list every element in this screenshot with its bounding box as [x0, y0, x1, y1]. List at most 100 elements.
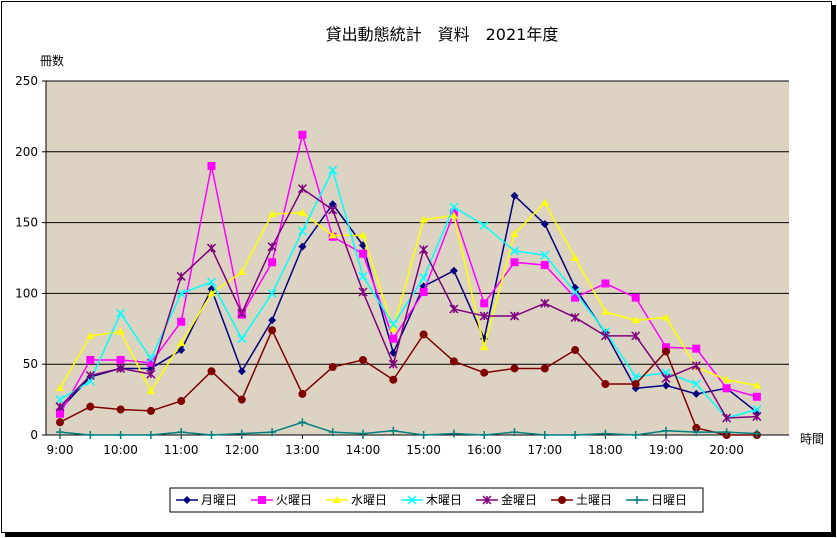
data-point	[207, 161, 216, 170]
data-point	[510, 428, 519, 437]
data-point	[237, 268, 246, 276]
data-point	[419, 244, 429, 255]
series-line	[59, 168, 758, 419]
data-point	[86, 331, 95, 339]
data-point	[571, 254, 580, 261]
series-6	[56, 326, 761, 439]
data-point	[752, 381, 761, 389]
legend-label: 日曜日	[651, 493, 687, 507]
data-point	[85, 370, 95, 381]
series-line	[59, 187, 757, 419]
data-point	[449, 357, 458, 366]
data-point	[449, 266, 458, 275]
y-tick-label: 100	[15, 286, 38, 300]
series-line	[59, 131, 758, 415]
y-tick-label: 0	[30, 428, 38, 442]
data-point	[631, 372, 641, 382]
series-line	[59, 328, 757, 436]
x-tick-label: 13:00	[285, 443, 320, 457]
data-point	[691, 379, 701, 389]
y-tick-label: 250	[15, 74, 38, 88]
data-point	[691, 361, 701, 371]
data-point	[116, 363, 126, 373]
data-point	[419, 287, 428, 296]
legend-marker	[258, 496, 266, 504]
data-point	[359, 231, 367, 239]
series-4	[55, 165, 762, 423]
legend-item: 土曜日	[551, 493, 612, 507]
legend-marker	[183, 496, 191, 504]
series-7	[56, 418, 761, 439]
data-point	[752, 392, 761, 401]
data-point	[207, 367, 216, 376]
data-point	[358, 287, 368, 297]
x-tick-label: 11:00	[164, 443, 199, 457]
x-tick-label: 17:00	[528, 443, 563, 457]
data-point	[389, 375, 398, 384]
data-point	[571, 293, 580, 302]
data-point	[237, 429, 246, 438]
legend-marker	[333, 496, 341, 503]
data-point	[692, 389, 701, 398]
legend-item: 木曜日	[401, 493, 462, 507]
data-point	[298, 418, 307, 427]
data-point	[146, 387, 155, 395]
legend-label: 月曜日	[201, 493, 237, 507]
data-point	[177, 428, 186, 437]
data-point	[540, 298, 550, 308]
data-point	[56, 384, 64, 392]
data-point	[146, 354, 156, 364]
y-axis-label: 冊数	[40, 53, 64, 68]
legend-marker	[558, 496, 566, 504]
data-point	[510, 258, 519, 267]
legend-label: 木曜日	[426, 493, 462, 507]
data-point	[480, 368, 489, 377]
data-point	[601, 429, 610, 438]
data-point	[176, 271, 186, 281]
data-point	[601, 307, 610, 315]
data-point	[752, 429, 761, 438]
y-axis-ticks: 0 50 100 150 200 250	[15, 74, 46, 442]
data-point	[662, 426, 670, 435]
data-point	[237, 367, 246, 376]
data-point	[237, 395, 246, 404]
data-point	[662, 347, 670, 356]
data-point	[480, 431, 489, 439]
data-point	[206, 277, 217, 287]
x-tick-label: 16:00	[467, 443, 502, 457]
x-tick-label: 14:00	[346, 443, 381, 457]
gridlines	[46, 80, 789, 365]
data-point	[55, 395, 65, 405]
data-point	[600, 331, 610, 341]
data-point	[510, 229, 519, 237]
data-point	[419, 215, 428, 223]
data-point	[55, 402, 65, 412]
data-point	[631, 316, 640, 324]
data-point	[449, 429, 458, 438]
chart-title: 貸出動態統計 資料 2021年度	[326, 25, 559, 44]
legend-marker	[633, 496, 641, 504]
data-point	[146, 358, 155, 367]
axes	[45, 81, 789, 436]
data-point	[298, 389, 307, 398]
data-point	[662, 381, 670, 390]
data-point	[661, 373, 671, 383]
data-point	[540, 198, 549, 206]
data-point	[449, 202, 459, 212]
data-point	[722, 384, 731, 393]
data-point	[571, 431, 580, 439]
data-point	[540, 250, 550, 260]
x-tick-label: 19:00	[649, 443, 684, 457]
data-point	[177, 397, 186, 406]
data-point	[116, 405, 125, 414]
data-point	[86, 355, 95, 364]
data-point	[297, 226, 307, 236]
data-point	[480, 299, 489, 308]
series-3	[56, 198, 761, 395]
series-layer	[55, 130, 762, 439]
data-point	[359, 355, 367, 364]
data-point	[449, 304, 459, 314]
legend-label: 金曜日	[501, 492, 537, 507]
legend-item: 金曜日	[476, 492, 537, 507]
